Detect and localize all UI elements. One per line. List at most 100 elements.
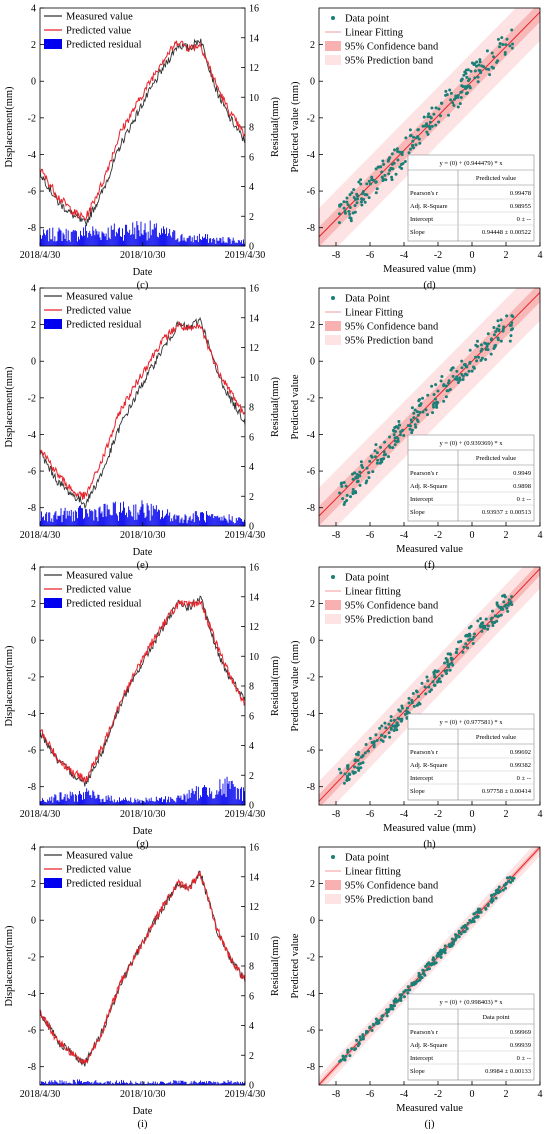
residual-bar (197, 786, 199, 805)
residual-bar (168, 796, 170, 805)
residual-bar (230, 1080, 232, 1085)
residual-bar (219, 1084, 221, 1085)
data-point (489, 617, 493, 621)
data-point (474, 343, 478, 347)
data-point (496, 319, 500, 323)
y-tick-label: -4 (307, 430, 315, 441)
residual-bar (72, 229, 74, 246)
residual-bar (219, 237, 221, 246)
data-point (387, 731, 391, 735)
table-row-value: 0.9949 (513, 470, 531, 477)
data-point (425, 122, 429, 126)
data-point (364, 742, 368, 746)
data-point (416, 128, 420, 132)
residual-bar (233, 1082, 235, 1085)
residual-bar (101, 231, 103, 246)
residual-bar (132, 1083, 134, 1085)
data-point (340, 481, 344, 485)
x-tick-label: 4 (538, 250, 543, 261)
residual-bar (92, 511, 94, 526)
residual-bar (196, 235, 198, 246)
residual-bar (188, 1083, 190, 1085)
residual-bar (182, 523, 184, 526)
data-point (467, 77, 471, 81)
residual-bar (226, 243, 228, 246)
data-point (381, 457, 385, 461)
residual-bar (87, 1081, 89, 1085)
residual-bar (163, 226, 164, 246)
residual-bar (56, 800, 58, 805)
y-tick-label: -2 (28, 393, 36, 404)
residual-bar (49, 797, 51, 805)
data-point (354, 475, 358, 479)
data-point (426, 679, 430, 683)
residual-bar (185, 801, 187, 805)
data-point (430, 384, 434, 388)
residual-bar (215, 243, 217, 246)
data-point (428, 125, 432, 129)
residual-bar (203, 787, 204, 805)
residual-bar (212, 514, 214, 526)
data-point (348, 1054, 352, 1058)
table-row-value: 0.99692 (510, 749, 531, 756)
data-point (359, 1038, 363, 1042)
confidence-band (319, 288, 540, 526)
legend-label: 95% Prediction band (345, 895, 434, 906)
data-point (421, 410, 425, 414)
data-point (418, 403, 422, 407)
data-point (511, 42, 515, 46)
data-point (395, 999, 399, 1003)
x-tick-label: 4 (538, 530, 543, 541)
legend-label: 95% Confidence band (345, 881, 439, 892)
residual-bar (85, 1082, 87, 1085)
data-point (501, 607, 505, 611)
residual-bar (230, 781, 232, 805)
residual-bar (240, 240, 242, 246)
residual-bar (98, 794, 100, 805)
data-point (413, 408, 417, 412)
data-point (357, 766, 361, 770)
y2-tick-label: 16 (249, 284, 259, 295)
data-point (411, 145, 415, 149)
data-point (455, 647, 459, 651)
residual-bar (100, 240, 102, 246)
residual-bar (157, 1084, 159, 1085)
data-point (436, 389, 440, 393)
residual-bar (147, 1081, 149, 1085)
data-point (510, 314, 514, 318)
y-axis-label: Displacement(mm) (4, 645, 15, 727)
y2-tick-label: 6 (249, 991, 254, 1002)
data-point (348, 212, 352, 216)
residual-bar (96, 1082, 98, 1085)
residual-bar (244, 791, 245, 805)
data-point (505, 37, 509, 41)
residual-bar (178, 515, 180, 526)
residual-bar (164, 1083, 165, 1085)
data-point (439, 101, 443, 105)
data-point (468, 348, 472, 352)
residual-bar (133, 1084, 135, 1085)
y-tick-label: -4 (307, 150, 315, 161)
data-point (498, 45, 502, 49)
residual-bar (184, 795, 186, 805)
y2-tick-label: 10 (249, 652, 259, 663)
residual-bar (141, 800, 143, 805)
data-point (509, 600, 513, 604)
data-point (428, 115, 432, 119)
residual-bar (168, 1082, 170, 1085)
data-point (501, 594, 505, 598)
y-tick-label: 0 (310, 636, 315, 647)
residual-bar (101, 799, 103, 805)
data-point (385, 1008, 389, 1012)
y-tick-label: 2 (31, 40, 36, 51)
measured-value-line (39, 316, 246, 509)
residual-bar (95, 228, 97, 246)
residual-bar (163, 518, 164, 526)
legend-swatch (325, 321, 341, 331)
y2-axis-label: Residual(mm) (270, 655, 281, 716)
residual-bar (51, 239, 53, 246)
x-tick-label: 2018/4/30 (20, 530, 61, 541)
residual-bar (54, 512, 56, 526)
